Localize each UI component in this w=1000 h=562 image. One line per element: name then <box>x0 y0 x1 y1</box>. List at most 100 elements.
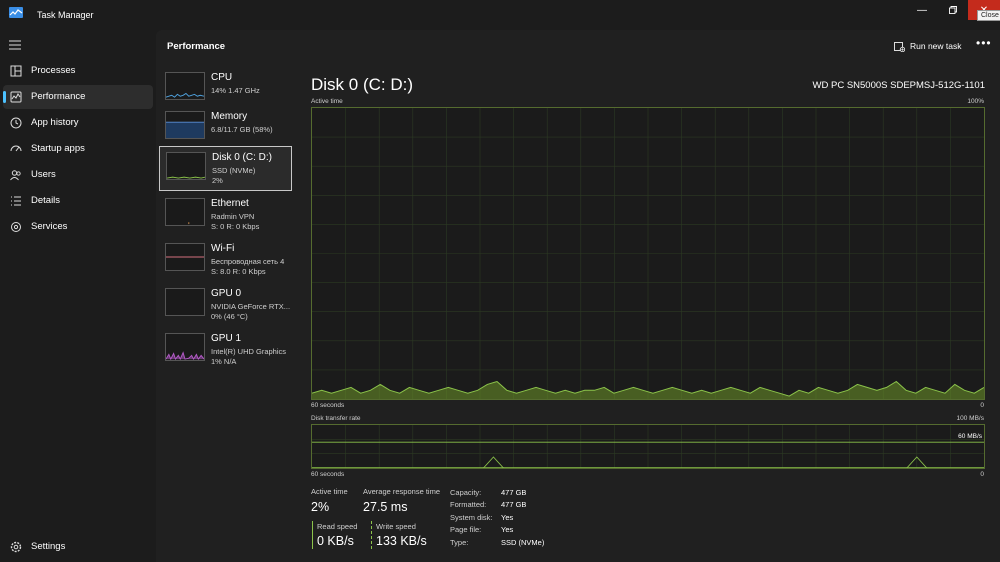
details-icon <box>11 196 21 206</box>
sidebar-item-label: Users <box>31 169 56 180</box>
performance-icon <box>10 91 22 103</box>
perf-item-memory[interactable]: Memory 6.8/11.7 GB (58%) <box>159 111 292 153</box>
minimize-button[interactable]: — <box>906 0 938 20</box>
active-time-graph-plot <box>312 108 984 399</box>
perf-item-ethernet[interactable]: Ethernet Radmin VPN S: 0 R: 0 Kbps <box>159 198 292 240</box>
perf-item-detail: NVIDIA GeForce RTX... <box>211 302 291 311</box>
active-time-area <box>312 381 984 399</box>
type-label: Type: <box>450 538 469 547</box>
sidebar-item-label: Services <box>31 221 68 232</box>
capacity-label: Capacity: <box>450 488 482 497</box>
sidebar-item-label: Processes <box>31 65 76 76</box>
read-speed-indicator-bar <box>312 521 313 549</box>
sidebar-item-label: Startup apps <box>31 143 85 154</box>
minimize-icon: — <box>917 4 927 16</box>
more-options-icon[interactable]: ••• <box>976 36 992 50</box>
sidebar-item-label: Settings <box>31 541 66 552</box>
sidebar-item-startup-apps[interactable]: Startup apps <box>3 137 153 161</box>
sidebar-item-details[interactable]: Details <box>3 189 153 213</box>
memory-thumbnail-graph <box>165 111 205 139</box>
write-speed-value: 133 KB/s <box>376 534 427 548</box>
wifi-thumbnail-graph <box>165 243 205 271</box>
system-disk-value: Yes <box>501 513 514 522</box>
perf-item-usage: 1% N/A <box>211 357 237 366</box>
transfer-spike <box>483 456 504 468</box>
selection-indicator <box>3 91 6 103</box>
page-file-value: Yes <box>501 525 514 534</box>
perf-item-name: Ethernet <box>211 198 249 209</box>
gpu-1-thumbnail-graph <box>165 333 205 361</box>
sidebar-item-label: App history <box>31 117 79 128</box>
page-file-label: Page file: <box>450 525 482 534</box>
active-time-stat-value: 2% <box>311 500 330 514</box>
restore-icon <box>949 6 957 14</box>
system-disk-label: System disk: <box>450 513 493 522</box>
perf-item-name: Memory <box>211 111 248 122</box>
sidebar-item-label: Performance <box>31 91 86 102</box>
perf-item-detail: 6.8/11.7 GB (58%) <box>211 125 273 134</box>
hamburger-menu-icon[interactable] <box>9 40 21 50</box>
users-icon <box>10 170 21 181</box>
transfer-duration-label: 60 seconds <box>311 471 345 478</box>
write-speed-label: Write speed <box>376 522 416 531</box>
disk-title: Disk 0 (C: D:) <box>311 75 413 94</box>
sidebar-item-settings[interactable]: Settings <box>3 535 153 559</box>
active-time-graph <box>311 107 985 400</box>
run-new-task-label: Run new task <box>910 41 962 51</box>
transfer-rate-secondary-label: 60 MB/s <box>958 433 982 440</box>
perf-item-usage: S: 8.0 R: 0 Kbps <box>211 267 266 276</box>
page-title: Performance <box>167 41 226 52</box>
gear-icon <box>10 541 22 553</box>
perf-item-name: GPU 1 <box>211 333 242 344</box>
formatted-value: 477 GB <box>501 500 527 509</box>
perf-item-disk-0[interactable]: Disk 0 (C: D:) SSD (NVMe) 2% <box>159 146 292 191</box>
main-panel: Performance Run new task ••• CPU 14% 1.4… <box>156 30 1000 562</box>
perf-item-usage: S: 0 R: 0 Kbps <box>211 222 260 231</box>
type-value: SSD (NVMe) <box>501 538 545 547</box>
window-title: Task Manager <box>37 10 94 20</box>
restore-button[interactable] <box>937 0 969 20</box>
run-new-task-button[interactable]: Run new task <box>894 39 962 53</box>
sidebar-item-services[interactable]: Services <box>3 215 153 239</box>
active-time-graph-label: Active time <box>311 98 343 105</box>
close-tooltip: Close <box>977 10 1000 21</box>
transfer-rate-graph <box>311 424 985 469</box>
perf-item-detail: SSD (NVMe) <box>212 166 256 175</box>
transfer-min-label: 0 <box>980 471 984 478</box>
sidebar: Processes Performance App history Startu… <box>0 30 156 562</box>
perf-item-wifi[interactable]: Wi-Fi Беспроводная сеть 4 S: 8.0 R: 0 Kb… <box>159 243 292 285</box>
sidebar-item-app-history[interactable]: App history <box>3 111 153 135</box>
read-speed-value: 0 KB/s <box>317 534 354 548</box>
perf-item-usage: 0% (46 °C) <box>211 312 248 321</box>
transfer-rate-graph-label: Disk transfer rate <box>311 415 361 422</box>
formatted-label: Formatted: <box>450 500 487 509</box>
read-speed-label: Read speed <box>317 522 358 531</box>
perf-item-name: Disk 0 (C: D:) <box>212 152 272 163</box>
perf-item-cpu[interactable]: CPU 14% 1.47 GHz <box>159 72 292 114</box>
transfer-rate-max-label: 100 MB/s <box>956 415 984 422</box>
services-icon <box>11 222 21 232</box>
transfer-spike <box>906 456 928 468</box>
processes-icon <box>10 65 22 77</box>
title-bar: Task Manager — ✕ Close <box>0 0 1000 30</box>
startup-apps-icon <box>10 145 22 152</box>
task-manager-app-icon <box>9 7 23 18</box>
active-time-stat-label: Active time <box>311 487 348 496</box>
sidebar-item-processes[interactable]: Processes <box>3 59 153 83</box>
sidebar-item-users[interactable]: Users <box>3 163 153 187</box>
perf-item-gpu-1[interactable]: GPU 1 Intel(R) UHD Graphics 1% N/A <box>159 333 292 375</box>
ethernet-thumbnail-graph <box>165 198 205 226</box>
capacity-value: 477 GB <box>501 488 527 497</box>
perf-item-detail: 14% 1.47 GHz <box>211 86 260 95</box>
active-time-min-label: 0 <box>980 402 984 409</box>
avg-response-stat-label: Average response time <box>363 487 440 496</box>
write-speed-indicator-bar <box>371 521 372 549</box>
perf-item-gpu-0[interactable]: GPU 0 NVIDIA GeForce RTX... 0% (46 °C) <box>159 288 292 330</box>
app-history-icon <box>10 117 22 129</box>
perf-item-detail: Intel(R) UHD Graphics <box>211 347 287 356</box>
disk-model: WD PC SN5000S SDEPMSJ-512G-1101 <box>812 80 985 91</box>
sidebar-item-performance[interactable]: Performance <box>3 85 153 109</box>
perf-item-name: CPU <box>211 72 233 83</box>
transfer-rate-graph-plot <box>312 425 984 468</box>
sidebar-item-label: Details <box>31 195 61 206</box>
